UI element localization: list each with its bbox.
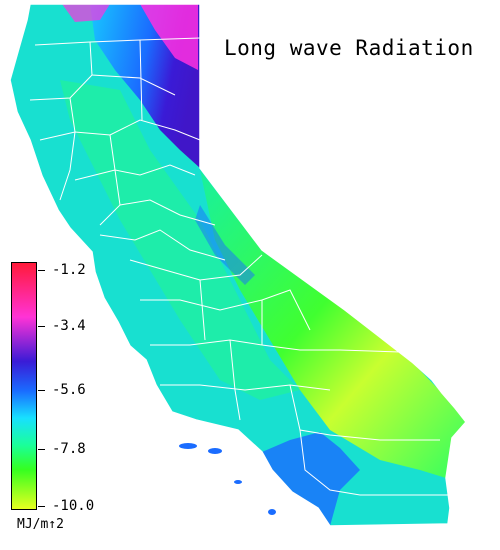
unit-label: MJ/m↑2	[17, 517, 64, 532]
state-outline	[9, 3, 467, 527]
color-scale-bar	[11, 262, 37, 510]
county-boundaries	[29, 37, 448, 496]
tick-label-5: -10.0	[52, 498, 95, 514]
map-title: Long wave Radiation	[224, 36, 474, 60]
tick-label-3: -5.6	[52, 382, 86, 398]
tick-mark	[38, 390, 45, 391]
tick-mark	[38, 326, 45, 327]
tick-label-1: -1.2	[52, 262, 86, 278]
high-value-patch-2	[62, 4, 110, 22]
tick-mark	[38, 449, 45, 450]
central-valley-shading	[60, 80, 300, 400]
tick-mark	[38, 270, 45, 271]
tick-mark	[38, 506, 45, 507]
south-coast-shading	[262, 432, 360, 526]
tick-label-2: -3.4	[52, 318, 86, 334]
high-value-patch	[140, 4, 198, 70]
tick-label-4: -7.8	[52, 441, 86, 457]
sierra-band-shading	[195, 205, 255, 285]
desert-shading	[200, 170, 466, 478]
channel-islands	[179, 443, 276, 515]
